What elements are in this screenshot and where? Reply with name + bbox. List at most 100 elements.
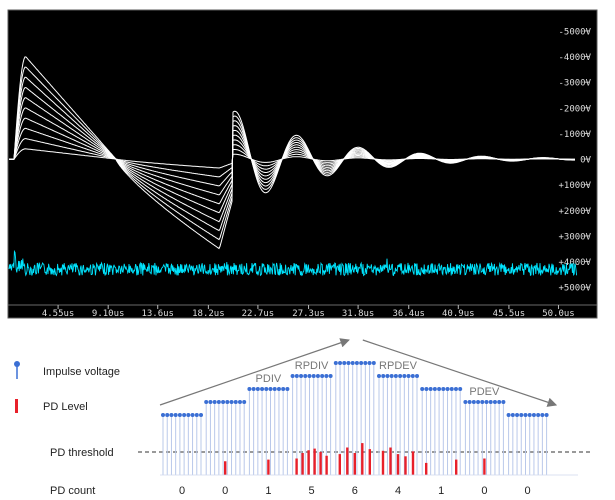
pd-bar — [404, 456, 407, 475]
impulse-dot — [247, 387, 252, 391]
impulse-dot — [260, 387, 265, 391]
pd-count-value: 0 — [525, 485, 531, 497]
impulse-dot — [410, 374, 415, 378]
y-tick-label: -2000V — [558, 104, 591, 114]
y-tick-label: +2000V — [558, 207, 591, 217]
impulse-dot — [432, 387, 437, 391]
impulse-dot — [428, 387, 433, 391]
impulse-dot — [338, 361, 343, 365]
impulse-dot — [531, 413, 536, 417]
impulse-dot — [190, 413, 195, 417]
y-tick-label: +4000V — [558, 258, 591, 268]
impulse-dot — [173, 413, 178, 417]
impulse-dot — [346, 361, 351, 365]
pd-count-value: 5 — [309, 485, 315, 497]
x-tick-label: 4.55us — [42, 309, 75, 319]
impulse-dot — [488, 400, 493, 404]
impulse-dot — [415, 374, 419, 378]
impulse-dot — [536, 413, 541, 417]
pd-count-value: 0 — [222, 485, 228, 497]
impulse-dot — [540, 413, 545, 417]
impulse-dot — [169, 413, 174, 417]
impulse-dot — [315, 374, 320, 378]
stage-label: RPDEV — [379, 360, 418, 372]
impulse-dot — [333, 361, 338, 365]
impulse-dot — [441, 387, 446, 391]
impulse-dot — [290, 374, 295, 378]
impulse-dot — [497, 400, 502, 404]
pd-bar — [425, 462, 428, 475]
impulse-dot — [251, 387, 256, 391]
impulse-dot — [268, 387, 273, 391]
impulse-dot — [264, 387, 269, 391]
rising-arrow — [159, 338, 350, 406]
impulse-dot — [510, 413, 515, 417]
y-tick-label: 0V — [580, 156, 591, 166]
x-tick-label: 31.8us — [342, 309, 375, 319]
impulse-dot — [402, 374, 407, 378]
stage-label: RPDIV — [295, 360, 329, 372]
pd-threshold-label: PD threshold — [50, 447, 114, 459]
x-tick-label: 50.0us — [542, 309, 575, 319]
x-tick-label: 18.2us — [192, 309, 225, 319]
impulse-dot — [272, 387, 277, 391]
stage-label: PDEV — [469, 386, 500, 398]
x-tick-label: 36.4us — [392, 309, 425, 319]
impulse-legend-dot — [14, 361, 20, 367]
y-tick-label: -1000V — [558, 130, 591, 140]
pd-bar — [389, 447, 392, 475]
impulse-dot — [324, 374, 329, 378]
impulse-dot — [311, 374, 316, 378]
impulse-dot — [527, 413, 532, 417]
stage-label: PDIV — [256, 373, 282, 385]
falling-arrow — [362, 339, 558, 407]
oscilloscope-chart: -5000V -4000V -3000V -2000V -1000V 0V +1000V +2… — [7, 9, 598, 319]
pd-bar — [353, 453, 356, 475]
impulse-dot — [393, 374, 398, 378]
impulse-dot — [221, 400, 226, 404]
pd-bar — [411, 451, 415, 475]
impulse-dot — [294, 374, 299, 378]
impulse-dot — [363, 361, 368, 365]
pd-bar — [396, 454, 400, 475]
impulse-dot — [453, 387, 458, 391]
pd-bar — [325, 455, 328, 475]
pd-bar — [307, 450, 310, 475]
impulse-dot — [212, 400, 217, 404]
impulse-dot — [281, 387, 286, 391]
impulse-dot — [285, 387, 290, 391]
pd-bar — [483, 458, 486, 475]
y-tick-label: -5000V — [558, 27, 591, 37]
impulse-dot — [506, 413, 511, 417]
impulse-dot — [204, 400, 209, 404]
impulse-dot — [371, 361, 376, 365]
pd-count-value: 1 — [265, 485, 271, 497]
impulse-dot — [199, 413, 203, 417]
pd-diagram: Impulse voltage PD Level PD threshold PDIV R… — [14, 338, 590, 497]
impulse-dot — [255, 387, 260, 391]
impulse-dot — [186, 413, 191, 417]
pd-bar — [224, 461, 227, 475]
impulse-dot — [237, 400, 242, 404]
impulse-dot — [233, 400, 238, 404]
x-tick-label: 27.3us — [292, 309, 325, 319]
impulse-dot — [320, 374, 325, 378]
pd-count-value: 1 — [438, 485, 444, 497]
pd-bar — [301, 453, 304, 475]
pd-bar — [346, 447, 349, 475]
pd-bar — [338, 454, 341, 475]
impulse-dot — [398, 374, 403, 378]
impulse-dot — [523, 413, 528, 417]
impulse-dot — [501, 400, 506, 404]
x-tick-label: 9.10us — [92, 309, 125, 319]
pd-count-value: 6 — [352, 485, 358, 497]
impulse-dot — [342, 361, 347, 365]
pd-bar — [361, 443, 364, 475]
impulse-dot — [354, 361, 359, 365]
impulse-dot — [406, 374, 411, 378]
pd-count-value: 0 — [179, 485, 185, 497]
impulse-dot — [307, 374, 312, 378]
impulse-dot — [242, 400, 247, 404]
impulse-dot — [225, 400, 230, 404]
impulse-dot — [420, 387, 425, 391]
